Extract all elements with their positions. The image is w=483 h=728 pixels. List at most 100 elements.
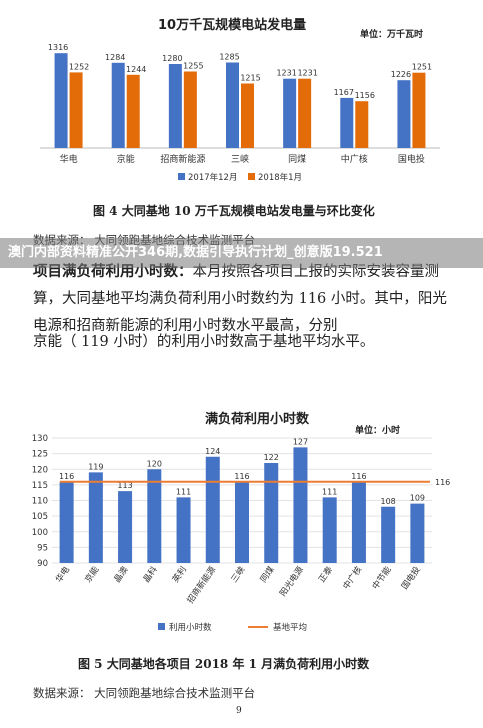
fig4-data-label: 1252 — [69, 62, 89, 71]
body-paragraph: 项目满负荷利用小时数：本月按照各项目上报的实际安装容量测算，大同基地平均满负荷利… — [33, 258, 453, 340]
fig4-bar — [355, 101, 369, 148]
fig4-bar — [298, 78, 312, 148]
fig4-bar — [54, 53, 68, 149]
fig5-bar — [235, 481, 249, 563]
fig5-category-label: 京能 — [83, 564, 102, 585]
fig4-category-label: 京能 — [117, 153, 135, 165]
fig5-data-label: 116 — [234, 472, 249, 481]
fig5-y-tick-label: 105 — [32, 512, 48, 522]
fig4-category-label: 同煤 — [288, 153, 306, 165]
fig5-y-tick-label: 120 — [32, 465, 48, 475]
fig5-category-label: 晶科 — [141, 564, 160, 585]
fig4-data-label: 1285 — [219, 53, 239, 62]
fig4-data-label: 1156 — [355, 91, 375, 100]
fig4-unit-label: 单位：万千瓦时 — [360, 30, 424, 40]
fig4-bar — [168, 64, 182, 148]
fig4-bar — [340, 97, 354, 148]
fig5-legend-swatch — [158, 623, 165, 630]
fig5-category-label: 中节能 — [370, 564, 394, 592]
fig4-legend-label: 2017年12月 — [188, 172, 237, 183]
fig5-data-label: 122 — [264, 453, 279, 462]
fig5-bar — [322, 497, 337, 563]
fig5-bar — [205, 456, 220, 563]
fig5-bar-chart: 90 95 100 105 110 115 120 125 130 116 华电 119 京能 113 晶澳… — [32, 434, 451, 633]
fig5-data-label: 113 — [117, 481, 132, 490]
fig4-bar — [226, 62, 239, 148]
fig4-data-label: 1255 — [183, 62, 203, 71]
fig4-bar — [111, 62, 125, 148]
fig5-bar — [264, 463, 279, 563]
fig5-source: 数据来源： 大同领跑基地综合技术监测平台 — [33, 686, 256, 700]
fig5-category-label: 阳光电源 — [277, 564, 306, 599]
fig5-category-label: 晶澳 — [112, 564, 131, 585]
page-number: 9 — [236, 706, 242, 716]
fig5-data-label: 111 — [322, 487, 337, 496]
fig5-bar — [176, 497, 191, 563]
fig4-data-label: 1226 — [391, 70, 411, 79]
fig5-y-tick-label: 110 — [32, 497, 48, 507]
fig5-bar — [88, 472, 103, 563]
fig5-y-tick-label: 125 — [32, 450, 48, 460]
fig4-data-label: 1280 — [162, 54, 182, 63]
fig4-data-label: 1167 — [334, 88, 354, 97]
fig4-data-label: 1215 — [240, 74, 260, 83]
fig5-bar — [293, 447, 308, 563]
fig4-bar — [412, 72, 426, 148]
paragraph-text: 本月按照各项目上报的实际安装容量测算，大同基地平均满负荷利用小时数约为 116 … — [33, 264, 447, 334]
fig5-category-label: 招商新能源 — [185, 564, 219, 606]
fig5-data-label: 108 — [381, 497, 396, 506]
fig4-bar — [283, 78, 297, 148]
fig5-category-label: 中广核 — [341, 564, 365, 592]
fig4-category-label: 华电 — [60, 153, 78, 165]
fig4-legend-swatch — [178, 173, 185, 180]
fig5-data-label: 120 — [147, 459, 162, 468]
fig4-bar — [126, 74, 140, 148]
fig5-legend-label: 基地平均 — [273, 622, 307, 633]
fig5-data-label: 116 — [351, 472, 366, 481]
fig4-category-label: 国电投 — [398, 153, 425, 165]
fig4-bar — [183, 71, 197, 148]
fig5-data-label: 119 — [88, 462, 103, 471]
fig5-bar — [351, 481, 366, 563]
fig4-legend-swatch — [248, 173, 255, 180]
fig5-chart-title: 满负荷利用小时数 — [205, 412, 310, 427]
fig5-legend-label: 利用小时数 — [169, 622, 212, 633]
watermark-banner: 澳门内部资料精准公开346期,数据引导执行计划_创意版19.521 — [0, 238, 483, 268]
fig5-caption: 图 5 大同基地各项目 2018 年 1 月满负荷利用小时数 — [78, 657, 370, 671]
fig4-data-label: 1284 — [105, 53, 125, 62]
fig4-category-label: 三峡 — [231, 153, 249, 165]
fig5-category-label: 国电投 — [399, 564, 423, 592]
fig4-data-label: 1244 — [126, 65, 146, 74]
fig5-category-label: 三峡 — [229, 564, 248, 585]
fig5-data-label: 116 — [59, 472, 74, 481]
fig5-unit-label: 单位：小时 — [355, 426, 401, 436]
fig5-bar — [118, 491, 133, 563]
fig5-data-label: 124 — [205, 447, 220, 456]
fig4-data-label: 1231 — [276, 69, 296, 78]
fig5-y-tick-label: 100 — [32, 528, 48, 538]
fig5-category-label: 同煤 — [258, 564, 277, 585]
fig5-y-tick-label: 95 — [37, 543, 48, 553]
fig4-bar — [397, 80, 411, 148]
fig5-bar — [147, 469, 162, 563]
fig5-average-label: 116 — [435, 478, 450, 487]
fig4-bar — [69, 72, 83, 148]
fig4-category-label: 中广核 — [341, 153, 368, 165]
fig5-y-tick-label: 90 — [37, 559, 48, 569]
fig4-bar — [241, 83, 254, 148]
fig5-bar — [410, 503, 425, 563]
fig5-data-label: 111 — [176, 487, 191, 496]
paragraph-tail-text: 京能（ 119 小时）的利用小时数高于基地平均水平。 — [33, 334, 375, 350]
fig4-chart-title: 10万千瓦规模电站发电量 — [158, 18, 307, 33]
fig5-category-label: 英利 — [170, 564, 189, 584]
fig4-data-label: 1316 — [48, 43, 68, 52]
fig5-data-label: 127 — [293, 437, 308, 446]
fig4-legend-label: 2018年1月 — [258, 172, 302, 183]
fig4-data-label: 1231 — [297, 69, 317, 78]
fig5-category-label: 正泰 — [316, 564, 335, 585]
fig4-data-label: 1251 — [412, 63, 432, 72]
fig5-data-label: 109 — [410, 494, 425, 503]
fig5-category-label: 华电 — [53, 564, 72, 585]
fig5-bar — [381, 506, 396, 563]
